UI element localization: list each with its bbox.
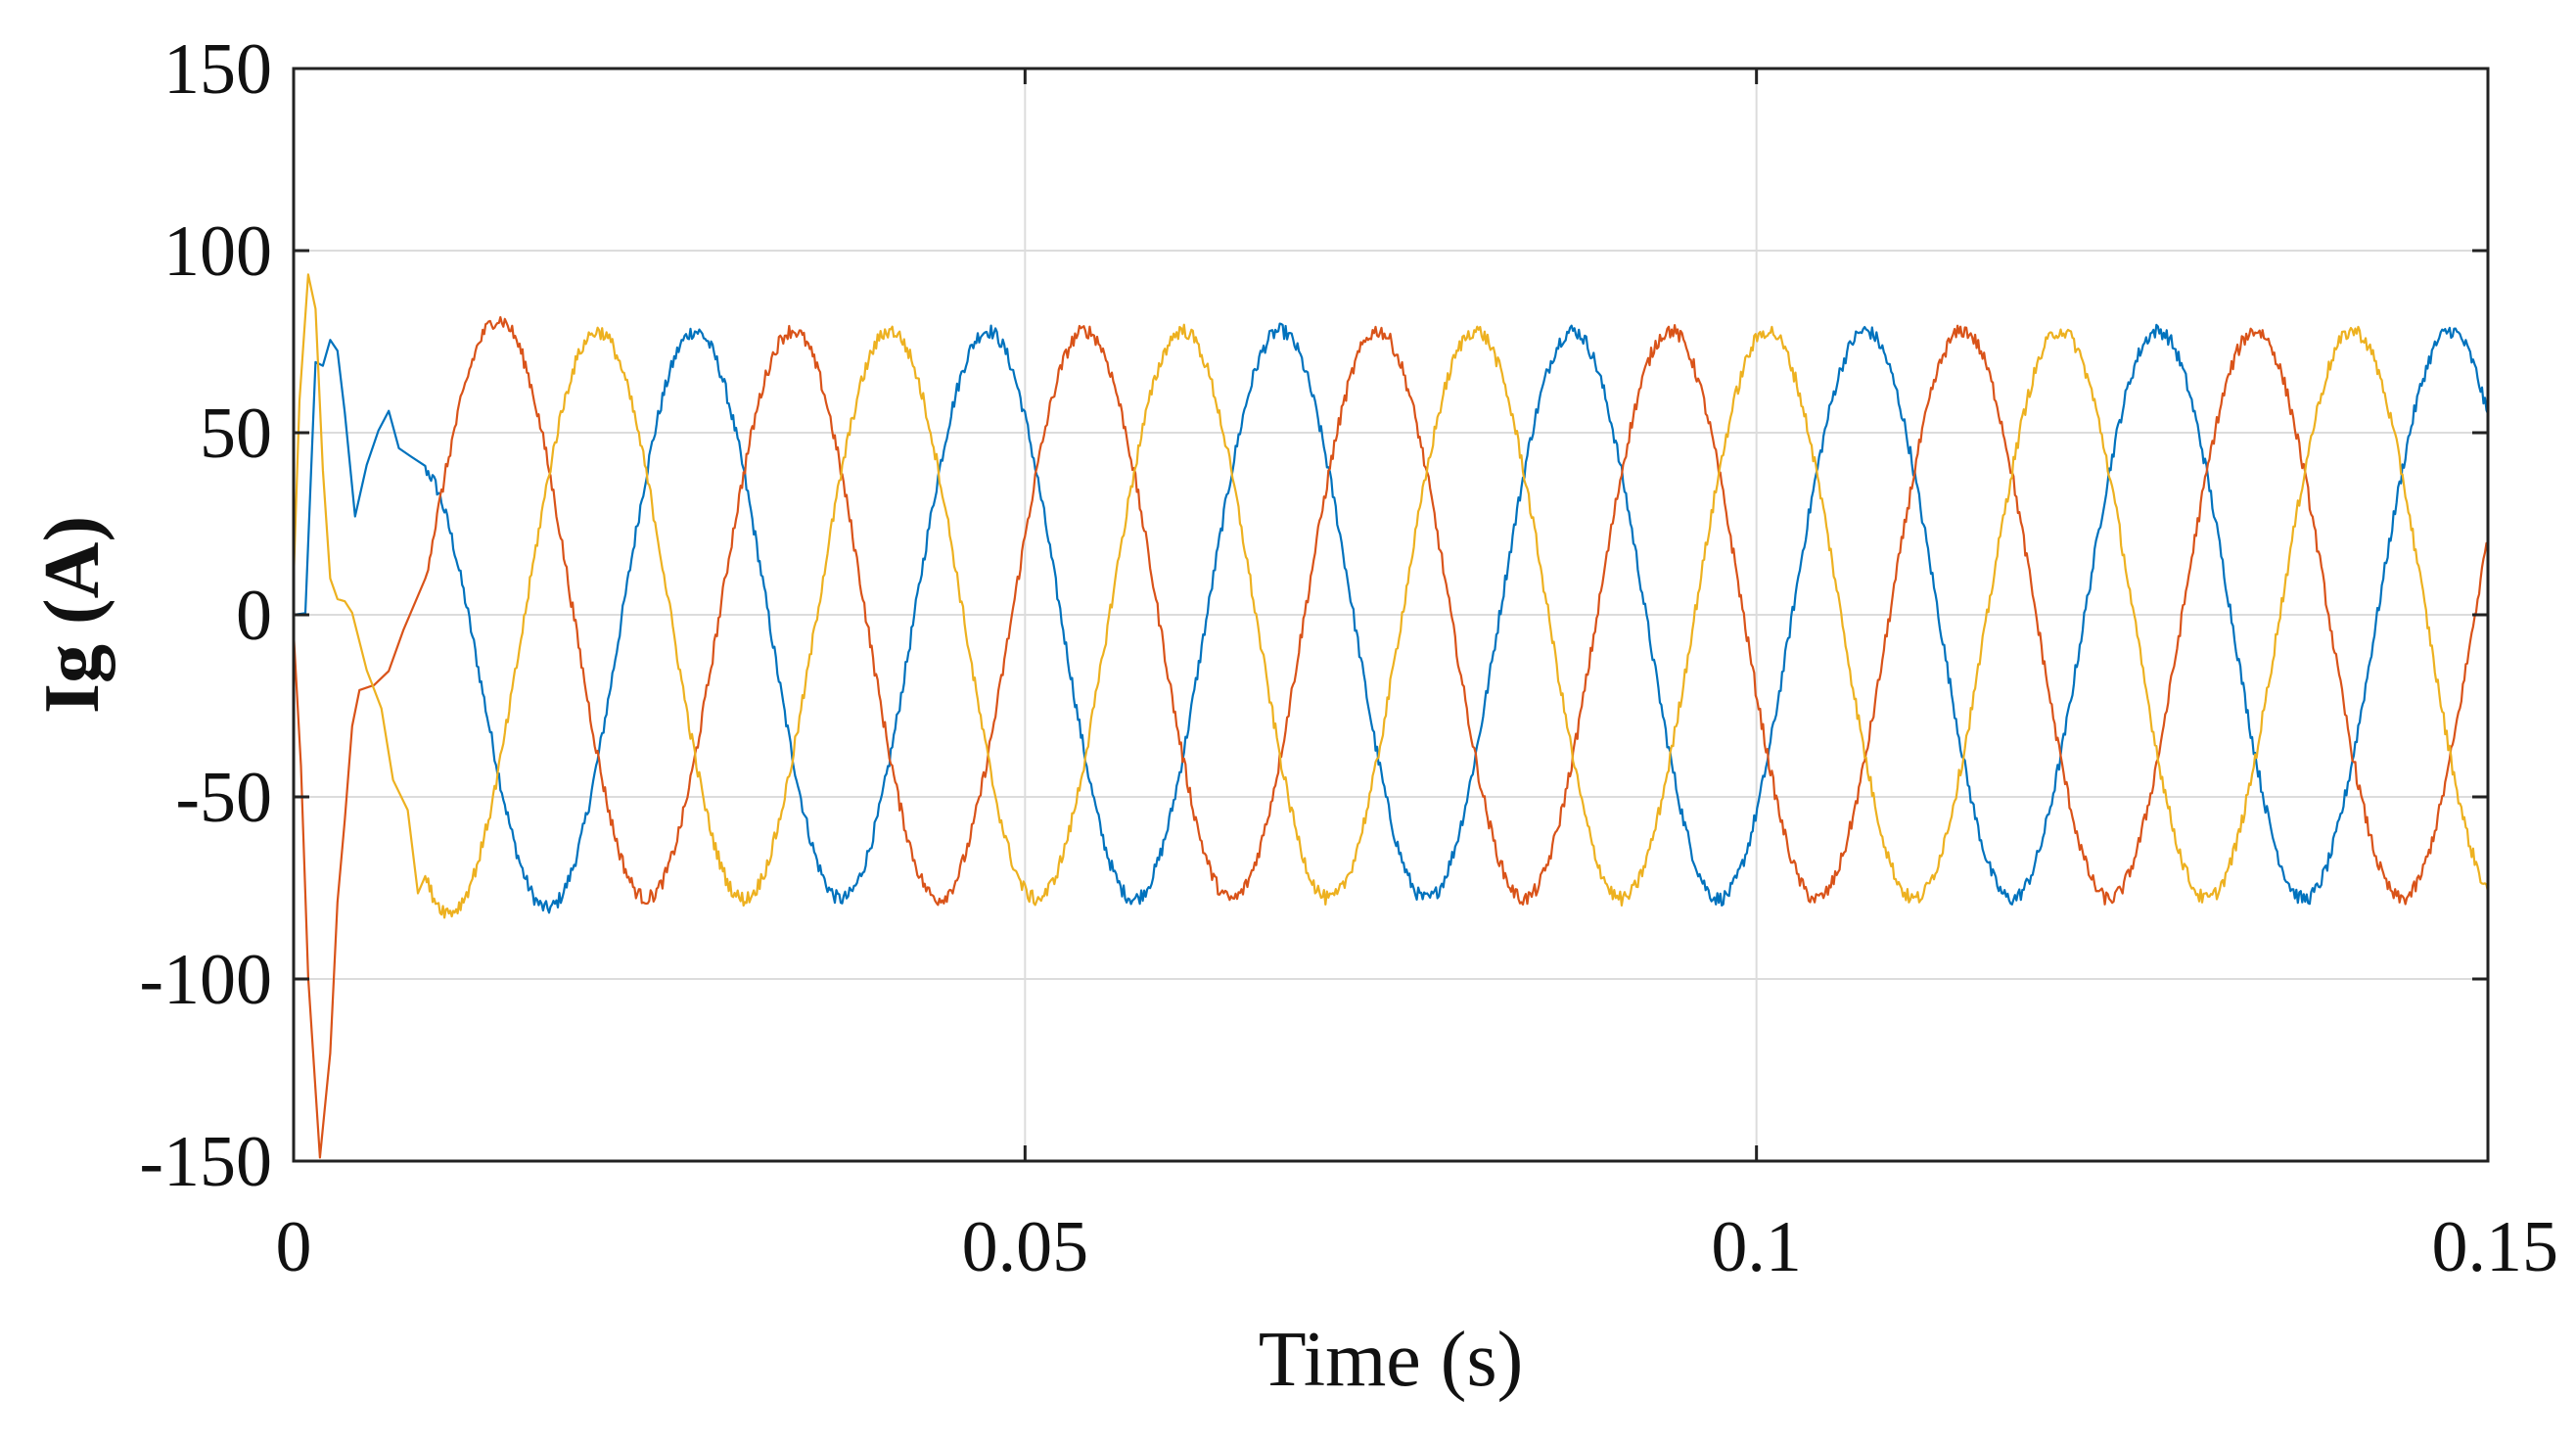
y-axis-label: Ig (A) <box>29 516 115 714</box>
y-tick-label: -100 <box>139 940 272 1020</box>
series-line-2 <box>292 315 2489 1159</box>
x-axis-label: Time (s) <box>1259 1317 1523 1403</box>
y-tick-label: 100 <box>163 211 272 292</box>
x-tick-label: 0 <box>276 1207 312 1287</box>
y-tick-label: -50 <box>175 758 272 838</box>
x-tick-label: 0.15 <box>2432 1207 2559 1287</box>
x-tick-label: 0.1 <box>1711 1207 1802 1287</box>
x-tick-label: 0.05 <box>962 1207 1089 1287</box>
y-tick-label: 0 <box>236 576 272 656</box>
y-tick-label: 150 <box>163 29 272 110</box>
x-tick-labels: 0 0.05 0.1 0.15 <box>276 1207 2559 1287</box>
axis-ticks <box>292 67 2490 1163</box>
y-tick-labels: 150 100 50 0 -50 -100 -150 <box>139 29 272 1202</box>
series-line-1 <box>293 322 2490 914</box>
series-line-3 <box>292 273 2490 919</box>
series-group <box>292 273 2490 1159</box>
y-tick-label: -150 <box>139 1122 272 1202</box>
y-tick-label: 50 <box>200 394 272 474</box>
